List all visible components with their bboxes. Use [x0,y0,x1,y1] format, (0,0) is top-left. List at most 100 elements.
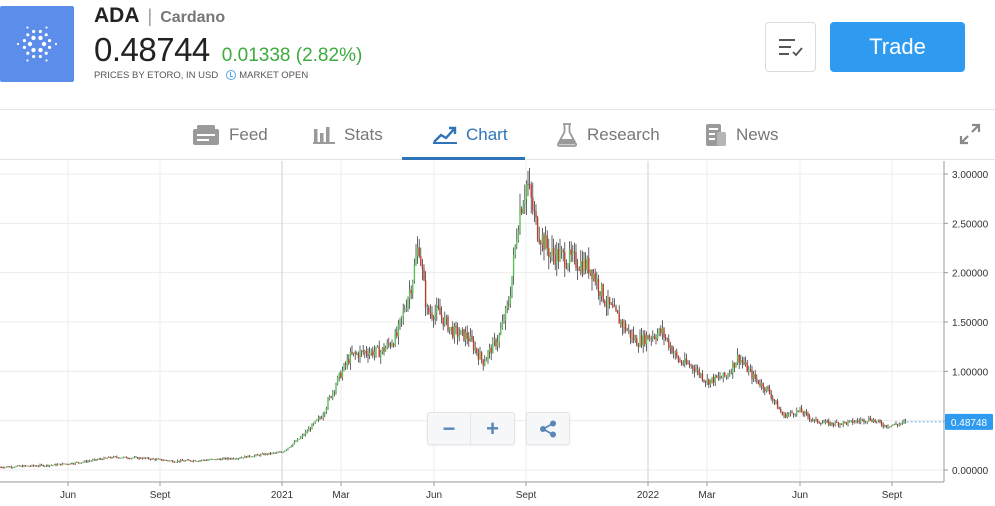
candle [469,335,472,342]
trade-button[interactable]: Trade [830,22,965,72]
candle [495,339,497,346]
candle [415,255,417,265]
candle [416,247,419,256]
candle [122,457,124,458]
candle [522,205,524,214]
candle [578,269,580,271]
candle [444,317,446,326]
candle [903,421,905,423]
candle [839,423,841,426]
candle [698,369,700,376]
candle [44,465,46,467]
candle [271,452,273,454]
zoom-in-button[interactable]: + [486,415,499,441]
candle [623,323,625,328]
candle [597,278,600,292]
candle [535,211,537,218]
candle [466,332,468,339]
candle [831,422,833,425]
candle [328,396,331,400]
tab-research[interactable]: Research [556,111,660,159]
candle [394,332,396,346]
candle [396,332,398,337]
candle [567,264,569,268]
candle [352,352,355,354]
candle [188,459,190,461]
candle [194,460,196,462]
candle [320,417,323,419]
candle [205,460,208,461]
candle [728,372,731,376]
candle [343,363,345,371]
candle [260,454,262,456]
candle [720,377,723,379]
watchlist-menu-button[interactable] [765,22,816,72]
candle [621,320,624,328]
candle [423,269,425,281]
instrument-header: ADA | Cardano 0.48744 0.01338 (2.82%) PR… [0,0,995,110]
candle [608,297,611,304]
candle [392,344,395,346]
candle [301,435,304,438]
candle [220,459,222,460]
candle [762,383,764,389]
candle [375,346,377,352]
y-tick-label: 2.00000 [952,269,989,280]
tab-news[interactable]: News [705,111,779,159]
candle [442,317,444,326]
candle [66,463,68,465]
candle [890,425,892,427]
candle [663,328,665,338]
tab-chart[interactable]: Chart [433,111,508,159]
expand-icon[interactable] [959,123,981,150]
price-chart-svg[interactable]: 3.000002.500002.000001.500001.000000.500… [0,161,995,506]
candle [418,247,420,257]
zoom-out-button[interactable]: − [428,413,472,444]
cardano-logo-icon [0,6,74,82]
candle [575,252,577,268]
candle [647,335,649,340]
candle [620,320,622,324]
candle [125,456,128,459]
candle [384,347,387,352]
clock-icon [226,70,237,81]
tab-stats[interactable]: Stats [313,111,383,159]
candle [682,363,684,365]
candle [655,338,657,340]
candle [583,259,585,274]
candle [525,183,528,199]
candle [26,465,28,467]
candle [236,458,238,460]
candle [885,425,888,428]
candle [69,463,72,465]
price-chart[interactable]: 3.000002.500002.000001.500001.000000.500… [0,161,995,506]
candle [344,363,347,365]
candle [397,323,400,337]
instrument-name: Cardano [160,9,226,26]
candle [562,250,564,253]
candle [783,413,785,416]
candle [111,457,113,459]
candle [850,420,852,422]
candle [816,418,819,423]
candle [632,334,635,341]
share-button[interactable] [526,412,570,445]
candle [239,457,241,459]
candle [591,269,593,279]
candle [552,247,555,255]
candle [48,465,51,467]
candle [813,419,816,421]
candle [5,466,8,468]
candle [511,275,513,297]
candle [114,456,116,458]
candle [288,447,291,448]
candle [408,290,411,299]
candle [368,352,371,357]
candle [226,457,228,460]
candle [130,458,132,459]
candle [52,465,54,466]
tab-feed[interactable]: Feed [192,111,268,159]
candle [348,359,350,364]
candle [207,459,209,461]
candle [402,310,404,317]
